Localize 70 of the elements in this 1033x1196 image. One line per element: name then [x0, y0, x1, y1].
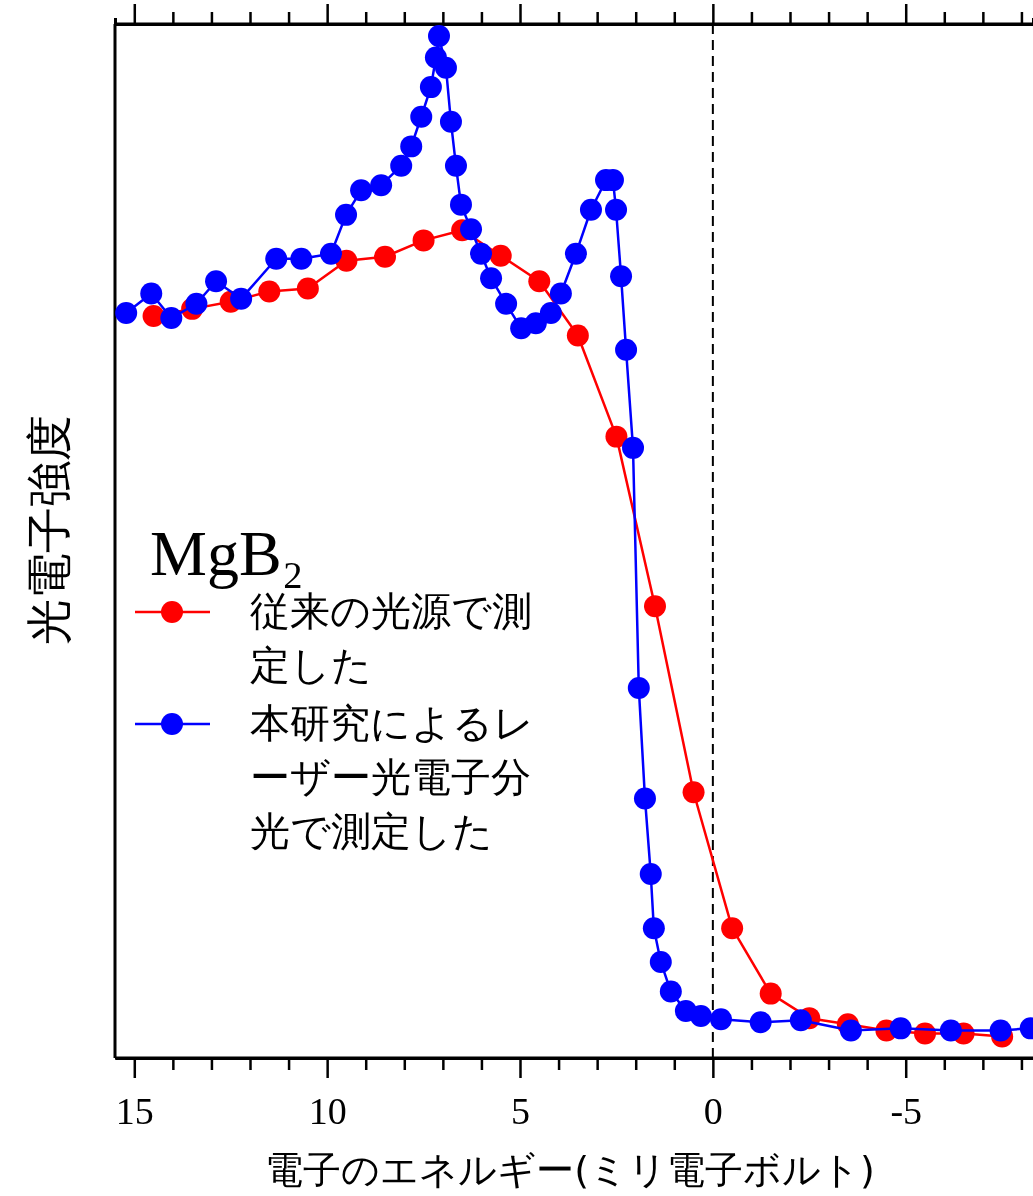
point [370, 174, 393, 197]
point [524, 312, 547, 335]
point [528, 270, 551, 293]
point [789, 1009, 812, 1032]
point [989, 1019, 1012, 1042]
point [939, 1019, 962, 1042]
point [410, 105, 433, 128]
point [610, 265, 633, 288]
point [350, 179, 373, 202]
point [649, 950, 672, 973]
point [627, 677, 650, 700]
point [449, 193, 472, 216]
point [566, 324, 589, 347]
point [539, 301, 562, 324]
point [265, 247, 288, 270]
point [689, 1005, 712, 1028]
point [709, 1008, 732, 1031]
point [434, 56, 457, 79]
legend-title: MgB₂ [150, 518, 304, 589]
point [205, 270, 228, 293]
point [230, 287, 253, 310]
point [579, 198, 602, 221]
point [290, 247, 313, 270]
x-tick-label: 5 [511, 1090, 530, 1132]
point [444, 154, 467, 177]
point [390, 154, 413, 177]
point [759, 982, 782, 1005]
point [419, 76, 442, 99]
x-tick-label: -5 [890, 1090, 923, 1132]
point [374, 245, 396, 268]
x-tick-label: 0 [703, 1090, 723, 1132]
point [115, 301, 138, 324]
point [549, 282, 572, 305]
point [400, 135, 423, 158]
point [460, 218, 483, 241]
point [659, 980, 682, 1003]
point [185, 292, 208, 315]
x-axis-title: 電子のエネルギー(ミリ電子ボルト) [265, 1148, 875, 1192]
point [320, 242, 342, 265]
point [622, 436, 645, 459]
point [564, 242, 587, 265]
x-tick-label: 10 [308, 1090, 347, 1132]
point [605, 198, 628, 221]
point [489, 244, 512, 267]
point [335, 203, 358, 226]
point [428, 25, 450, 47]
y-axis-title: 光電子強度 [22, 415, 76, 645]
point [644, 595, 666, 618]
point [140, 282, 163, 305]
point [412, 229, 435, 252]
point [633, 787, 656, 810]
point [470, 242, 493, 265]
point [642, 917, 665, 940]
point [296, 277, 319, 300]
point [439, 110, 462, 133]
point [749, 1011, 772, 1034]
legend-label: 本研究によるレーザー光電子分光で測定した [250, 700, 534, 854]
x-tick-label: 15 [115, 1090, 154, 1132]
point [160, 307, 183, 330]
point [682, 781, 705, 804]
point [721, 917, 744, 940]
point [495, 292, 518, 315]
legend-label: 従来の光源で測定した [250, 588, 532, 688]
point [615, 338, 638, 361]
point [639, 863, 662, 886]
point [889, 1017, 912, 1040]
point [480, 267, 503, 290]
point [605, 425, 628, 448]
point [258, 280, 281, 303]
point [839, 1019, 862, 1042]
